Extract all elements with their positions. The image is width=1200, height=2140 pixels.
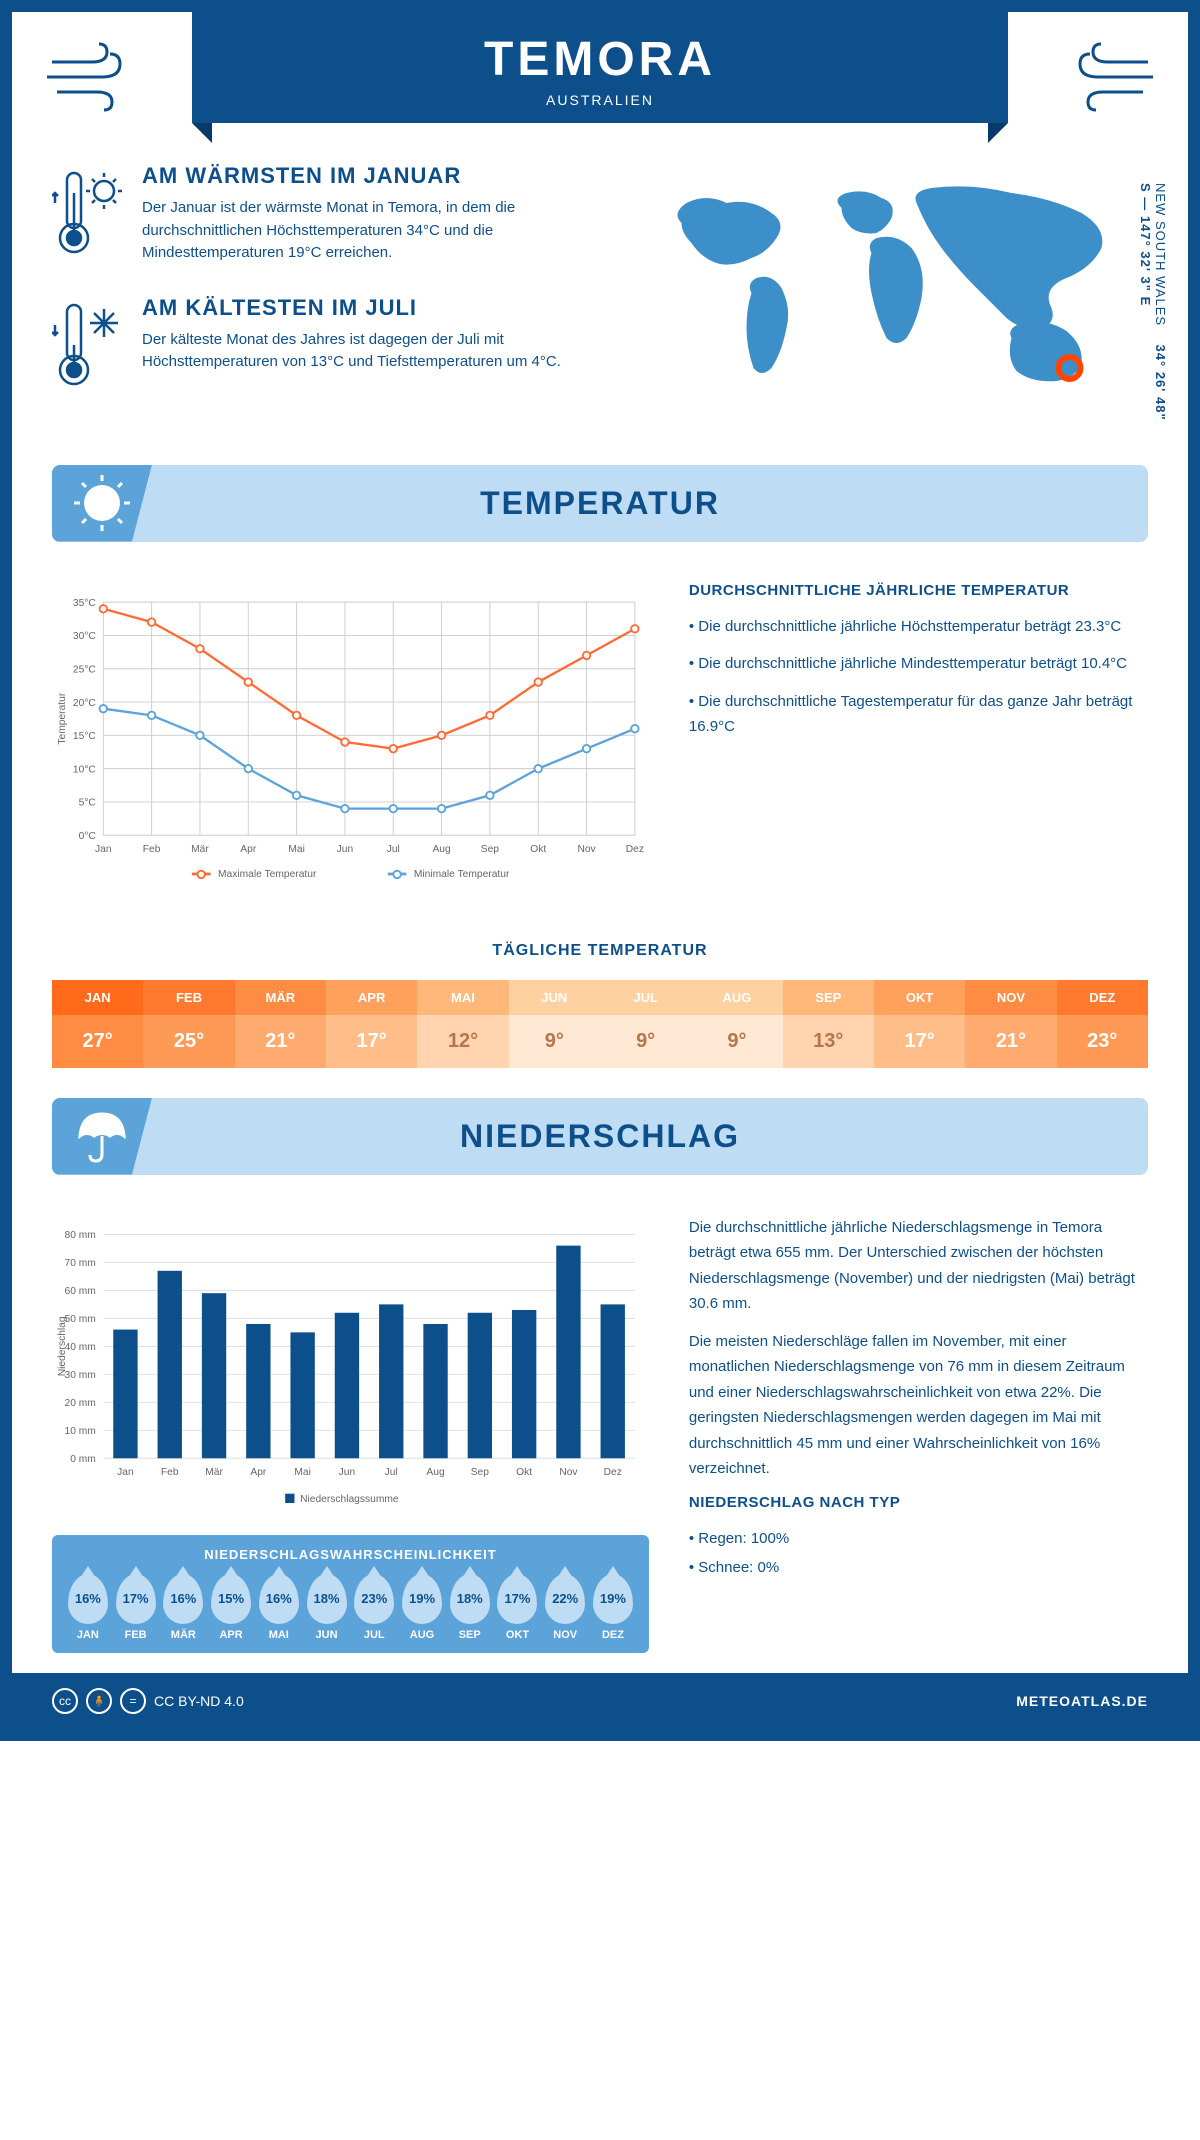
by-icon: 🧍 xyxy=(86,1688,112,1714)
svg-text:Jan: Jan xyxy=(117,1467,134,1478)
svg-text:Dez: Dez xyxy=(626,844,644,855)
svg-text:Dez: Dez xyxy=(604,1467,622,1478)
svg-text:20°C: 20°C xyxy=(73,697,97,708)
site-name: METEOATLAS.DE xyxy=(1016,1693,1148,1709)
svg-text:Mär: Mär xyxy=(205,1467,223,1478)
svg-text:40 mm: 40 mm xyxy=(65,1342,96,1353)
temperature-line-chart: 0°C 5°C 10°C 15°C 20°C 25°C 30°C 35°C Jan Feb Mär A… xyxy=(52,582,649,902)
fact-coldest: AM KÄLTESTEN IM JULI Der kälteste Monat … xyxy=(52,295,585,395)
svg-text:0 mm: 0 mm xyxy=(70,1453,96,1464)
svg-text:25°C: 25°C xyxy=(73,664,97,675)
precipitation-probability: NIEDERSCHLAGSWAHRSCHEINLICHKEIT 16%JAN17… xyxy=(52,1535,649,1653)
cc-icon: cc xyxy=(52,1688,78,1714)
wind-icon xyxy=(42,42,132,112)
svg-text:Aug: Aug xyxy=(426,1467,445,1478)
svg-text:5°C: 5°C xyxy=(79,797,97,808)
svg-text:Mai: Mai xyxy=(288,844,305,855)
thermometer-sun-icon xyxy=(52,163,122,265)
coordinates: NEW SOUTH WALES 34° 26' 48" S — 147° 32'… xyxy=(1138,183,1168,425)
license: cc 🧍 = CC BY-ND 4.0 xyxy=(52,1688,244,1714)
header-banner: TEMORA AUSTRALIEN xyxy=(192,12,1008,123)
svg-text:70 mm: 70 mm xyxy=(65,1258,96,1269)
umbrella-icon xyxy=(52,1098,152,1175)
thermometer-snow-icon xyxy=(52,295,122,395)
wind-icon xyxy=(1068,42,1158,112)
svg-text:30°C: 30°C xyxy=(73,631,97,642)
daily-temp-title: TÄGLICHE TEMPERATUR xyxy=(12,942,1188,960)
precipitation-bar-chart: 0 mm 10 mm 20 mm 30 mm 40 mm 50 mm 60 mm 70 mm 8… xyxy=(52,1215,649,1515)
section-precipitation: NIEDERSCHLAG xyxy=(52,1098,1148,1175)
svg-text:Sep: Sep xyxy=(471,1467,490,1478)
svg-text:Minimale Temperatur: Minimale Temperatur xyxy=(414,869,510,880)
fact-warmest: AM WÄRMSTEN IM JANUAR Der Januar ist der… xyxy=(52,163,585,265)
sun-icon xyxy=(52,465,152,542)
fact-text: Der Januar ist der wärmste Monat in Temo… xyxy=(142,197,585,265)
svg-text:Niederschlagssumme: Niederschlagssumme xyxy=(300,1494,399,1505)
svg-text:Aug: Aug xyxy=(432,844,451,855)
svg-text:30 mm: 30 mm xyxy=(65,1370,96,1381)
svg-text:50 mm: 50 mm xyxy=(65,1314,96,1325)
svg-text:60 mm: 60 mm xyxy=(65,1286,96,1297)
svg-text:Nov: Nov xyxy=(559,1467,578,1478)
page-title: TEMORA xyxy=(192,32,1008,87)
svg-text:15°C: 15°C xyxy=(73,731,97,742)
svg-text:Niederschlag: Niederschlag xyxy=(57,1316,68,1376)
svg-text:Mai: Mai xyxy=(294,1467,311,1478)
svg-text:Sep: Sep xyxy=(481,844,500,855)
svg-text:Okt: Okt xyxy=(530,844,546,855)
svg-text:Temperatur: Temperatur xyxy=(57,692,68,744)
page-subtitle: AUSTRALIEN xyxy=(192,92,1008,108)
svg-text:20 mm: 20 mm xyxy=(65,1398,96,1409)
temperature-info: DURCHSCHNITTLICHE JÄHRLICHE TEMPERATUR •… xyxy=(689,582,1148,902)
svg-text:0°C: 0°C xyxy=(79,830,97,841)
daily-temp-table: JAN 27°FEB 25°MÄR 21°APR 17°MAI 12°JUN 9… xyxy=(52,980,1148,1068)
svg-text:Feb: Feb xyxy=(143,844,161,855)
precipitation-info: Die durchschnittliche jährliche Niedersc… xyxy=(689,1215,1148,1653)
svg-text:Jun: Jun xyxy=(337,844,354,855)
svg-text:Mär: Mär xyxy=(191,844,209,855)
svg-text:10 mm: 10 mm xyxy=(65,1426,96,1437)
fact-title: AM KÄLTESTEN IM JULI xyxy=(142,295,585,321)
svg-text:Okt: Okt xyxy=(516,1467,532,1478)
svg-text:10°C: 10°C xyxy=(73,764,97,775)
svg-text:Apr: Apr xyxy=(240,844,257,855)
svg-text:Jul: Jul xyxy=(387,844,400,855)
world-map: NEW SOUTH WALES 34° 26' 48" S — 147° 32'… xyxy=(615,163,1148,425)
svg-text:80 mm: 80 mm xyxy=(65,1230,96,1241)
svg-text:Jul: Jul xyxy=(385,1467,398,1478)
fact-text: Der kälteste Monat des Jahres ist dagege… xyxy=(142,329,585,374)
svg-text:Maximale Temperatur: Maximale Temperatur xyxy=(218,869,317,880)
svg-text:Jan: Jan xyxy=(95,844,112,855)
svg-text:Apr: Apr xyxy=(250,1467,267,1478)
svg-text:Feb: Feb xyxy=(161,1467,179,1478)
svg-text:Nov: Nov xyxy=(577,844,596,855)
section-temperature: TEMPERATUR xyxy=(52,465,1148,542)
nd-icon: = xyxy=(120,1688,146,1714)
fact-title: AM WÄRMSTEN IM JANUAR xyxy=(142,163,585,189)
footer: cc 🧍 = CC BY-ND 4.0 METEOATLAS.DE xyxy=(12,1673,1188,1729)
svg-text:Jun: Jun xyxy=(339,1467,356,1478)
svg-text:35°C: 35°C xyxy=(73,597,97,608)
